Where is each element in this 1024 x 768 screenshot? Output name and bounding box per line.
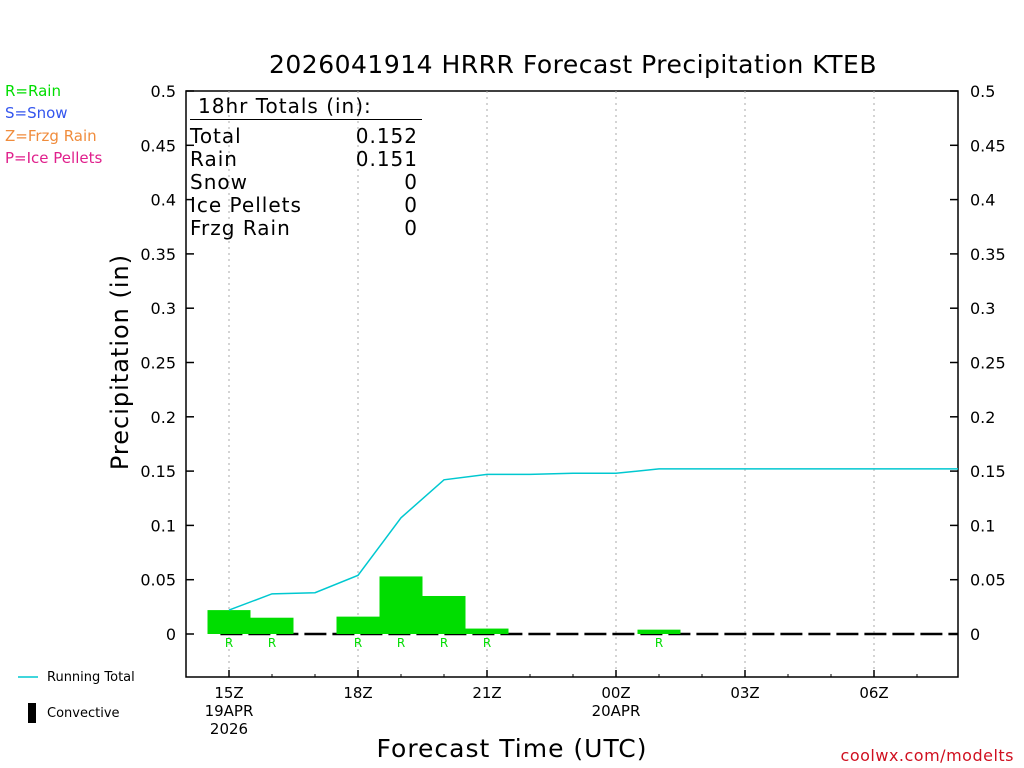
legend-convective: Convective xyxy=(47,706,120,721)
y-ticks-layer: 0 00.05 0.050.1 0.10.15 0.150.2 0.20.25 0.250.… xyxy=(140,82,1005,644)
y-tick-label-left: 0.2 xyxy=(151,408,176,427)
totals-row-snow: Snow 0 xyxy=(190,170,418,194)
totals-value-frzg-rain: 0 xyxy=(404,216,418,240)
totals-row-rain: Rain 0.151 xyxy=(190,147,418,171)
totals-row-ice-pellets: Ice Pellets 0 xyxy=(190,193,418,217)
precip-bar xyxy=(465,628,509,634)
y-tick-label-right: 0.2 xyxy=(970,408,995,427)
precip-type-label: R xyxy=(225,636,233,650)
totals-value-ice-pellets: 0 xyxy=(404,193,418,217)
totals-label-ice-pellets: Ice Pellets xyxy=(190,193,302,217)
precip-bar xyxy=(207,610,251,634)
running-total-layer xyxy=(228,468,958,611)
precip-bar xyxy=(379,576,423,634)
x-tick-label: 2026 xyxy=(210,720,248,738)
precip-type-label: R xyxy=(440,636,448,650)
x-tick-label: 19APR xyxy=(205,702,254,720)
totals-label-total: Total xyxy=(190,124,242,148)
legend-rain: R=Rain xyxy=(5,82,61,100)
x-tick-label: 21Z xyxy=(472,684,501,702)
totals-label-frzg-rain: Frzg Rain xyxy=(190,216,291,240)
precip-bar xyxy=(637,629,681,634)
x-tick-label: 06Z xyxy=(859,684,888,702)
credit-link[interactable]: coolwx.com/modelts xyxy=(840,746,1014,765)
precip-type-label: R xyxy=(655,636,663,650)
totals-row-total: Total 0.152 xyxy=(190,124,418,148)
y-tick-label-left: 0.05 xyxy=(140,571,176,590)
y-tick-label-right: 0.15 xyxy=(970,462,1006,481)
legend-snow: S=Snow xyxy=(5,104,68,122)
y-tick-label-left: 0.3 xyxy=(151,299,176,318)
convective-legend-swatch xyxy=(28,703,36,723)
precip-bar xyxy=(336,616,380,634)
y-tick-label-left: 0.25 xyxy=(140,354,176,373)
y-tick-label-right: 0.5 xyxy=(970,82,995,101)
totals-header-underline xyxy=(190,119,422,120)
legend-running-total: Running Total xyxy=(47,670,135,685)
bars-layer xyxy=(207,576,681,634)
y-tick-label-left: 0.1 xyxy=(151,516,176,535)
totals-value-snow: 0 xyxy=(404,170,418,194)
y-tick-label-right: 0.25 xyxy=(970,354,1006,373)
plot-frame xyxy=(185,90,959,678)
totals-label-rain: Rain xyxy=(190,147,238,171)
legend-frzg-rain: Z=Frzg Rain xyxy=(5,127,97,145)
y-tick-label-right: 0.05 xyxy=(970,571,1006,590)
x-tick-label: 03Z xyxy=(730,684,759,702)
y-tick-label-left: 0.5 xyxy=(151,82,176,101)
totals-label-snow: Snow xyxy=(190,170,248,194)
precip-type-label: R xyxy=(397,636,405,650)
y-tick-label-left: 0.45 xyxy=(140,136,176,155)
y-tick-label-left: 0.15 xyxy=(140,462,176,481)
x-tick-label: 20APR xyxy=(592,702,641,720)
legend-ice-pellets: P=Ice Pellets xyxy=(5,149,103,167)
precip-bar xyxy=(422,595,466,634)
x-tick-label: 15Z xyxy=(214,684,243,702)
totals-value-rain: 0.151 xyxy=(355,147,418,171)
precip-bar xyxy=(250,617,294,634)
y-tick-label-right: 0.4 xyxy=(970,191,995,210)
totals-header: 18hr Totals (in): xyxy=(198,94,372,118)
precip-type-label: R xyxy=(354,636,362,650)
precip-type-label: R xyxy=(483,636,491,650)
y-tick-label-right: 0.1 xyxy=(970,516,995,535)
y-tick-label-right: 0.45 xyxy=(970,136,1006,155)
y-tick-label-left: 0.4 xyxy=(151,191,176,210)
precip-type-label: R xyxy=(268,636,276,650)
y-tick-label-right: 0 xyxy=(970,625,980,644)
x-axis-title: Forecast Time (UTC) xyxy=(376,734,648,763)
totals-row-frzg-rain: Frzg Rain 0 xyxy=(190,216,418,240)
x-tick-label: 00Z xyxy=(601,684,630,702)
y-tick-label-left: 0 xyxy=(166,625,176,644)
running-total-line xyxy=(228,468,958,611)
x-tick-label: 18Z xyxy=(343,684,372,702)
y-tick-label-right: 0.3 xyxy=(970,299,995,318)
chart-title: 2026041914 HRRR Forecast Precipitation K… xyxy=(269,50,877,79)
y-tick-label-right: 0.35 xyxy=(970,245,1006,264)
totals-value-total: 0.152 xyxy=(355,124,418,148)
grid-layer xyxy=(228,91,875,677)
y-tick-label-left: 0.35 xyxy=(140,245,176,264)
